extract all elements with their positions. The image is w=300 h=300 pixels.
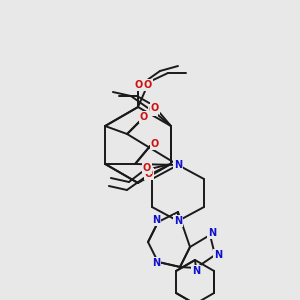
Text: N: N — [152, 215, 160, 225]
Text: O: O — [145, 169, 153, 179]
Text: O: O — [144, 80, 152, 90]
Text: O: O — [143, 163, 151, 173]
Text: O: O — [140, 112, 148, 122]
Text: N: N — [208, 228, 216, 238]
Text: N: N — [214, 250, 222, 260]
Text: N: N — [174, 216, 182, 226]
Text: O: O — [135, 80, 143, 90]
Text: N: N — [192, 266, 200, 276]
Text: N: N — [152, 258, 160, 268]
Text: O: O — [151, 103, 159, 113]
Text: O: O — [151, 139, 159, 149]
Text: O: O — [149, 105, 157, 115]
Text: N: N — [174, 160, 182, 170]
